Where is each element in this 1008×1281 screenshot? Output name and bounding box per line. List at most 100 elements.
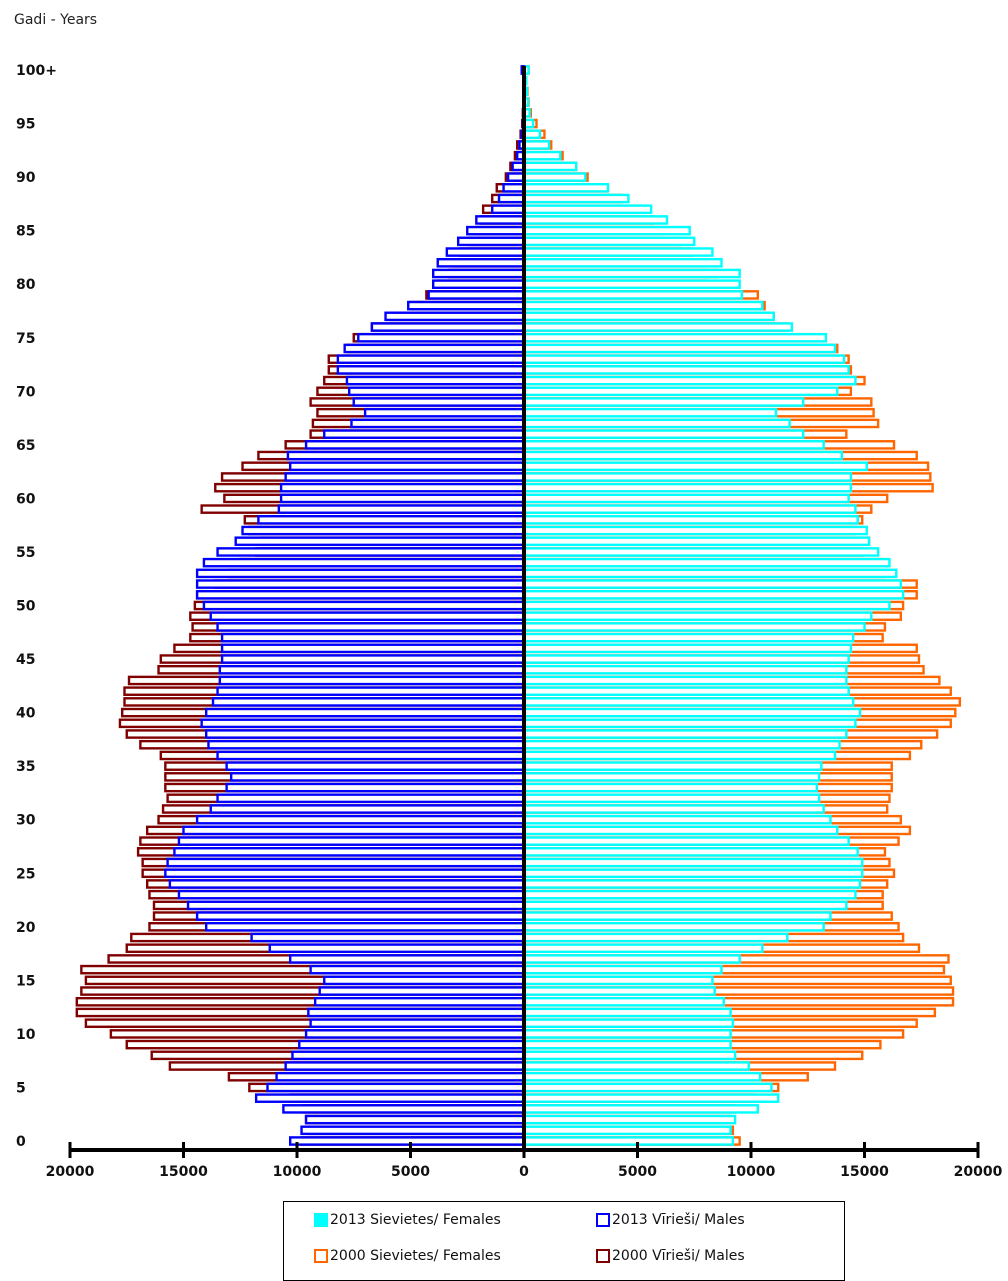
bar-2013-sievietes-females-age-22 [522, 900, 848, 911]
bar-2013-sievietes-females-age-8 [522, 1050, 737, 1061]
bar-2013-sievietes-females-age-7 [522, 1061, 750, 1071]
bar-2013-v-rie-i-males-age-5 [266, 1082, 526, 1093]
bar-2013-sievietes-females-age-23 [522, 889, 857, 900]
bar-2013-v-rie-i-males-age-22 [186, 900, 526, 911]
bar-2013-sievietes-females-age-72 [522, 365, 850, 375]
bar-2013-v-rie-i-males-age-51 [195, 589, 526, 600]
bar-2013-sievietes-females-age-76 [522, 322, 794, 332]
bar-2013-sievietes-females-age-65 [522, 440, 825, 450]
legend-item-2000-females: 2000 Sievietes/ Females [314, 1248, 501, 1264]
bar-2013-v-rie-i-males-age-71 [345, 375, 526, 386]
bar-2013-v-rie-i-males-age-8 [291, 1050, 526, 1061]
bar-2013-sievietes-females-age-1 [522, 1125, 732, 1136]
y-tick-label: 85 [16, 224, 35, 240]
bar-2013-v-rie-i-males-age-80 [432, 279, 526, 290]
bar-2013-v-rie-i-males-age-89 [502, 183, 526, 193]
bar-2013-v-rie-i-males-age-61 [279, 482, 526, 493]
bar-2013-sievietes-females-age-79 [522, 290, 744, 300]
bar-2013-sievietes-females-age-33 [522, 782, 819, 793]
y-tick-label: 30 [16, 813, 36, 829]
bar-2013-v-rie-i-males-age-88 [497, 193, 526, 204]
bar-2013-v-rie-i-males-age-58 [257, 515, 526, 525]
bar-2013-sievietes-females-age-9 [522, 1039, 732, 1050]
legend-item-2000-males: 2000 Vīrieši/ Males [596, 1248, 745, 1264]
y-tick-label: 80 [16, 277, 36, 293]
y-tick-label: 95 [16, 117, 35, 133]
bar-2013-v-rie-i-males-age-1 [300, 1125, 526, 1136]
y-tick-label: 70 [16, 384, 36, 400]
y-tick-label: 45 [16, 652, 35, 668]
bar-2013-sievietes-females-age-14 [522, 986, 716, 996]
bar-2013-v-rie-i-males-age-41 [211, 697, 526, 707]
bar-2013-v-rie-i-males-age-54 [202, 557, 526, 568]
bar-2013-sievietes-females-age-61 [522, 482, 853, 493]
bar-2013-v-rie-i-males-age-11 [309, 1018, 526, 1028]
bar-2013-v-rie-i-males-age-82 [436, 257, 526, 268]
bar-2013-sievietes-females-age-31 [522, 804, 825, 814]
legend-swatch-2013-males [596, 1213, 610, 1227]
bar-2013-v-rie-i-males-age-2 [304, 1114, 526, 1125]
bar-2013-v-rie-i-males-age-21 [195, 911, 526, 921]
bar-2013-sievietes-females-age-90 [522, 172, 587, 182]
bar-2013-v-rie-i-males-age-9 [298, 1039, 526, 1050]
bar-2013-sievietes-females-age-17 [522, 954, 741, 964]
bar-2013-sievietes-females-age-66 [522, 429, 805, 439]
bar-2013-v-rie-i-males-age-31 [209, 804, 526, 814]
bar-2013-v-rie-i-males-age-20 [204, 922, 526, 932]
bar-2013-sievietes-females-age-36 [522, 750, 837, 761]
bar-2013-sievietes-females-age-88 [522, 193, 630, 204]
y-tick-label: 25 [16, 866, 35, 882]
bar-2013-sievietes-females-age-68 [522, 407, 778, 418]
legend: 2013 Sievietes/ Females 2013 Vīrieši/ Ma… [283, 1201, 845, 1281]
bar-2013-sievietes-females-age-32 [522, 793, 821, 804]
y-tick-label: 90 [16, 170, 36, 186]
bar-2013-sievietes-females-age-71 [522, 375, 857, 386]
legend-label: 2013 Vīrieši/ Males [612, 1212, 745, 1228]
bar-2013-sievietes-females-age-15 [522, 975, 714, 986]
bar-2013-sievietes-females-age-13 [522, 996, 725, 1007]
bar-2013-v-rie-i-males-age-16 [309, 964, 526, 975]
legend-swatch-2000-males [596, 1249, 610, 1263]
bar-2013-v-rie-i-males-age-73 [336, 354, 526, 364]
bar-2013-v-rie-i-males-age-75 [357, 332, 526, 343]
bar-2013-sievietes-females-age-69 [522, 397, 805, 407]
bar-2013-sievietes-females-age-91 [522, 161, 578, 172]
x-tick-label: 5000 [391, 1164, 430, 1180]
bar-2013-v-rie-i-males-age-74 [343, 343, 526, 354]
bar-2013-v-rie-i-males-age-3 [282, 1104, 526, 1114]
bar-2013-v-rie-i-males-age-38 [204, 729, 526, 739]
bar-2013-sievietes-females-age-25 [522, 868, 864, 879]
legend-item-2013-females: 2013 Sievietes/ Females [314, 1212, 501, 1228]
bar-2013-v-rie-i-males-age-50 [202, 600, 526, 611]
bar-2013-v-rie-i-males-age-12 [307, 1007, 526, 1018]
bar-2013-sievietes-females-age-6 [522, 1071, 762, 1082]
bar-2013-sievietes-females-age-42 [522, 686, 850, 696]
bar-2013-v-rie-i-males-age-19 [250, 932, 526, 943]
y-tick-label: 5 [16, 1080, 26, 1096]
bar-2013-v-rie-i-males-age-81 [432, 268, 526, 279]
bar-2013-sievietes-females-age-56 [522, 536, 871, 547]
bar-2013-sievietes-females-age-54 [522, 557, 891, 568]
bar-2013-v-rie-i-males-age-69 [352, 397, 526, 407]
bar-2013-v-rie-i-males-age-59 [277, 504, 526, 514]
bar-2013-v-rie-i-males-age-47 [220, 632, 526, 643]
bar-2013-v-rie-i-males-age-23 [177, 889, 526, 900]
bar-2013-v-rie-i-males-age-90 [506, 172, 526, 182]
bar-2013-v-rie-i-males-age-78 [407, 300, 526, 311]
bar-2013-sievietes-females-age-49 [522, 611, 873, 622]
y-tick-label: 60 [16, 491, 36, 507]
bar-2013-sievietes-females-age-24 [522, 879, 862, 889]
bar-2013-sievietes-females-age-26 [522, 857, 864, 868]
bar-2013-sievietes-females-age-83 [522, 247, 714, 257]
bar-2013-sievietes-females-age-45 [522, 654, 850, 664]
bar-2013-v-rie-i-males-age-39 [200, 718, 526, 729]
bar-2013-sievietes-females-age-63 [522, 461, 868, 472]
bar-2013-sievietes-females-age-0 [522, 1136, 735, 1146]
bar-2013-v-rie-i-males-age-60 [279, 493, 526, 504]
bar-2013-v-rie-i-males-age-28 [177, 836, 526, 846]
bar-2013-sievietes-females-age-20 [522, 922, 825, 932]
bar-2013-sievietes-females-age-87 [522, 204, 653, 215]
bar-2013-v-rie-i-males-age-72 [336, 365, 526, 375]
bar-2013-v-rie-i-males-age-48 [216, 622, 526, 632]
bar-2013-sievietes-females-age-35 [522, 761, 823, 771]
